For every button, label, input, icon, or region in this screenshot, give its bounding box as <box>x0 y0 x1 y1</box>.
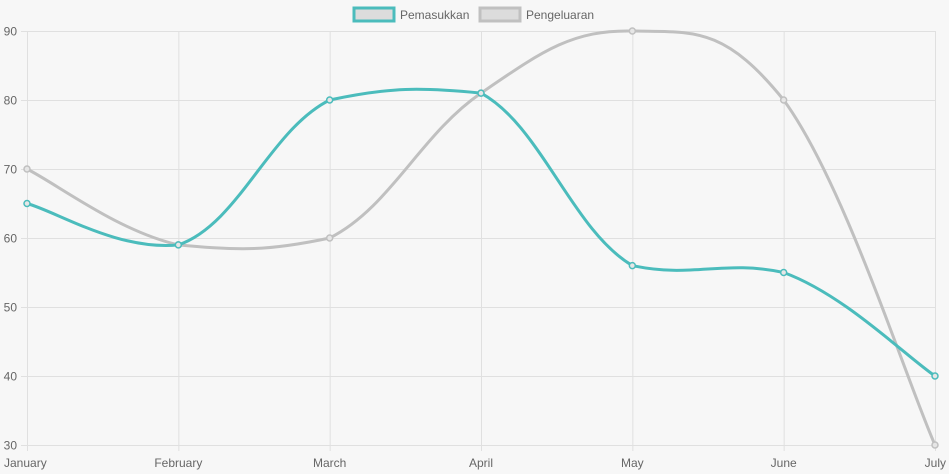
data-point <box>931 372 939 380</box>
x-tick-label: May <box>621 456 644 470</box>
data-point <box>23 199 31 208</box>
y-tick-label: 50 <box>4 301 18 315</box>
axes: 30 40 50 60 70 80 90 January February March April M… <box>4 25 946 471</box>
y-tick-label: 80 <box>4 94 18 108</box>
data-point <box>931 441 939 449</box>
x-tick-label: March <box>313 456 346 470</box>
x-tick-label: February <box>154 456 202 470</box>
legend-item-pengeluaran[interactable]: Pengeluaran <box>478 6 594 23</box>
x-tick-label: July <box>925 456 946 470</box>
legend-swatch <box>478 6 522 23</box>
legend-swatch <box>352 6 396 23</box>
data-point <box>779 96 788 104</box>
y-tick-label: 60 <box>4 232 18 246</box>
data-point <box>325 96 334 104</box>
y-tick-label: 90 <box>4 25 18 39</box>
x-tick-label: June <box>771 456 797 470</box>
data-point <box>628 27 637 35</box>
data-point <box>174 241 183 249</box>
y-tick-label: 70 <box>4 163 18 177</box>
x-tick-label: January <box>4 456 47 470</box>
data-point <box>628 261 637 270</box>
series-lines <box>23 27 939 449</box>
y-tick-label: 40 <box>4 370 18 384</box>
data-point <box>23 165 31 173</box>
legend-label: Pengeluaran <box>526 8 594 22</box>
y-tick-label: 30 <box>4 439 18 453</box>
data-point <box>779 268 788 277</box>
legend-item-pemasukkan[interactable]: Pemasukkan <box>352 6 469 23</box>
legend[interactable]: Pemasukkan Pengeluaran <box>352 6 594 23</box>
legend-label: Pemasukkan <box>400 8 469 22</box>
x-tick-label: April <box>469 456 493 470</box>
data-point <box>325 234 334 242</box>
series-pemasukkan <box>23 87 939 380</box>
data-point <box>477 89 485 97</box>
